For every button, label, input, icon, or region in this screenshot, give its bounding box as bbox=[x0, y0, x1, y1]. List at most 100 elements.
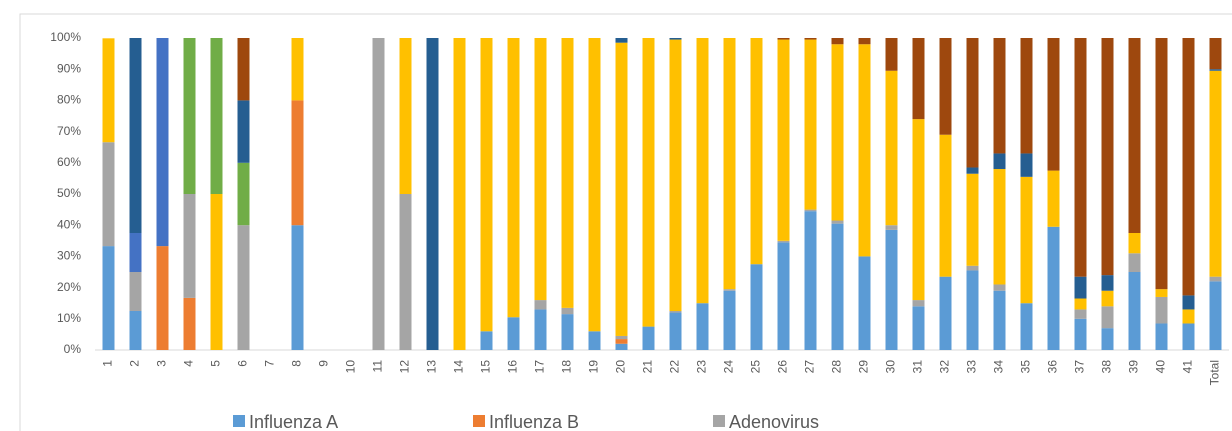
bar-segment bbox=[1020, 38, 1033, 154]
bar-segment bbox=[723, 38, 736, 290]
bar-segment bbox=[966, 265, 979, 271]
bar-segment bbox=[1020, 153, 1033, 177]
bar-segment bbox=[912, 300, 925, 307]
bar-segment bbox=[615, 38, 628, 43]
bar-segment bbox=[102, 142, 115, 247]
legend-label: Influenza B bbox=[489, 412, 579, 431]
bar-segment bbox=[642, 38, 655, 327]
bar-segment bbox=[831, 38, 844, 45]
y-tick-label: 80% bbox=[57, 93, 81, 107]
x-tick-label: 20 bbox=[614, 360, 628, 374]
bar-segment bbox=[669, 38, 682, 40]
y-tick-label: 10% bbox=[57, 311, 81, 325]
bar-segment bbox=[183, 194, 196, 298]
bar-segment bbox=[993, 290, 1006, 350]
bar-segment bbox=[1182, 295, 1195, 310]
x-tick-label: 12 bbox=[398, 360, 412, 374]
bar-segment bbox=[993, 169, 1006, 285]
x-tick-label: 4 bbox=[182, 360, 196, 367]
bar-segment bbox=[156, 38, 169, 247]
bar-segment bbox=[831, 44, 844, 221]
bar-segment bbox=[1101, 328, 1114, 350]
y-tick-label: 60% bbox=[57, 155, 81, 169]
bar-segment bbox=[237, 38, 250, 101]
x-tick-label: 39 bbox=[1127, 360, 1141, 374]
y-tick-label: 30% bbox=[57, 249, 81, 263]
bar-segment bbox=[966, 270, 979, 350]
x-tick-label: 22 bbox=[668, 360, 682, 374]
bar-segment bbox=[939, 276, 952, 350]
legend-swatch bbox=[473, 415, 485, 427]
y-tick-label: 90% bbox=[57, 61, 81, 75]
bar-segment bbox=[1182, 309, 1195, 324]
x-tick-label: 3 bbox=[155, 360, 169, 367]
bar-segment bbox=[1209, 38, 1222, 70]
bar-segment bbox=[588, 38, 601, 332]
bar-segment bbox=[804, 38, 817, 40]
bar-segment bbox=[1128, 233, 1141, 254]
x-tick-label: 28 bbox=[830, 360, 844, 374]
x-tick-label: 21 bbox=[641, 360, 655, 374]
x-tick-label: 25 bbox=[749, 360, 763, 374]
x-tick-label: 40 bbox=[1154, 360, 1168, 374]
bar-segment bbox=[291, 38, 304, 101]
x-tick-label: 31 bbox=[911, 360, 925, 374]
x-tick-label: 35 bbox=[1019, 360, 1033, 374]
x-tick-label: 34 bbox=[992, 360, 1006, 374]
bar-segment bbox=[966, 167, 979, 174]
bar-segment bbox=[1047, 226, 1060, 350]
legend-label: Adenovirus bbox=[729, 412, 819, 431]
y-tick-label: 70% bbox=[57, 124, 81, 138]
bar-segment bbox=[750, 264, 763, 350]
bar-segment bbox=[291, 100, 304, 226]
bar-segment bbox=[723, 290, 736, 350]
bar-segment bbox=[102, 38, 115, 143]
bar-segment bbox=[237, 225, 250, 350]
bar-segment bbox=[777, 240, 790, 243]
bar-segment bbox=[858, 44, 871, 257]
bar-segment bbox=[615, 335, 628, 340]
bar-segment bbox=[507, 317, 520, 350]
bar-segment bbox=[669, 39, 682, 312]
x-tick-label: 26 bbox=[776, 360, 790, 374]
bar-segment bbox=[1074, 309, 1087, 319]
bar-segment bbox=[237, 162, 250, 226]
bar-segment bbox=[102, 246, 115, 350]
bar-segment bbox=[696, 303, 709, 350]
x-tick-label: 15 bbox=[479, 360, 493, 374]
bar-segment bbox=[993, 284, 1006, 291]
legend-label: Influenza A bbox=[249, 412, 338, 431]
x-tick-label: 2 bbox=[128, 360, 142, 367]
x-tick-label: 32 bbox=[938, 360, 952, 374]
x-tick-label: Total bbox=[1208, 360, 1222, 385]
bar-segment bbox=[939, 134, 952, 277]
bar-segment bbox=[885, 225, 898, 230]
bar-segment bbox=[696, 38, 709, 304]
bar-segment bbox=[939, 38, 952, 135]
bar-segment bbox=[1101, 290, 1114, 307]
bar-segment bbox=[966, 38, 979, 168]
bar-segment bbox=[480, 38, 493, 332]
y-tick-label: 50% bbox=[57, 186, 81, 200]
x-tick-label: 11 bbox=[371, 360, 385, 373]
y-tick-label: 100% bbox=[50, 30, 81, 44]
bar-segment bbox=[912, 306, 925, 350]
x-tick-label: 33 bbox=[965, 360, 979, 374]
bar-segment bbox=[912, 119, 925, 301]
bar-segment bbox=[804, 39, 817, 210]
x-tick-label: 41 bbox=[1181, 360, 1195, 374]
bar-segment bbox=[885, 229, 898, 350]
x-tick-label: 38 bbox=[1100, 360, 1114, 374]
bar-segment bbox=[1209, 70, 1222, 277]
bar-segment bbox=[453, 38, 466, 350]
bar-segment bbox=[129, 38, 142, 233]
x-tick-label: 19 bbox=[587, 360, 601, 374]
x-tick-label: 6 bbox=[236, 360, 250, 367]
bar-segment bbox=[831, 223, 844, 350]
x-tick-label: 5 bbox=[209, 360, 223, 367]
bar-segment bbox=[1209, 276, 1222, 282]
bar-segment bbox=[642, 326, 655, 350]
bar-segment bbox=[1155, 38, 1168, 290]
x-tick-label: 29 bbox=[857, 360, 871, 374]
